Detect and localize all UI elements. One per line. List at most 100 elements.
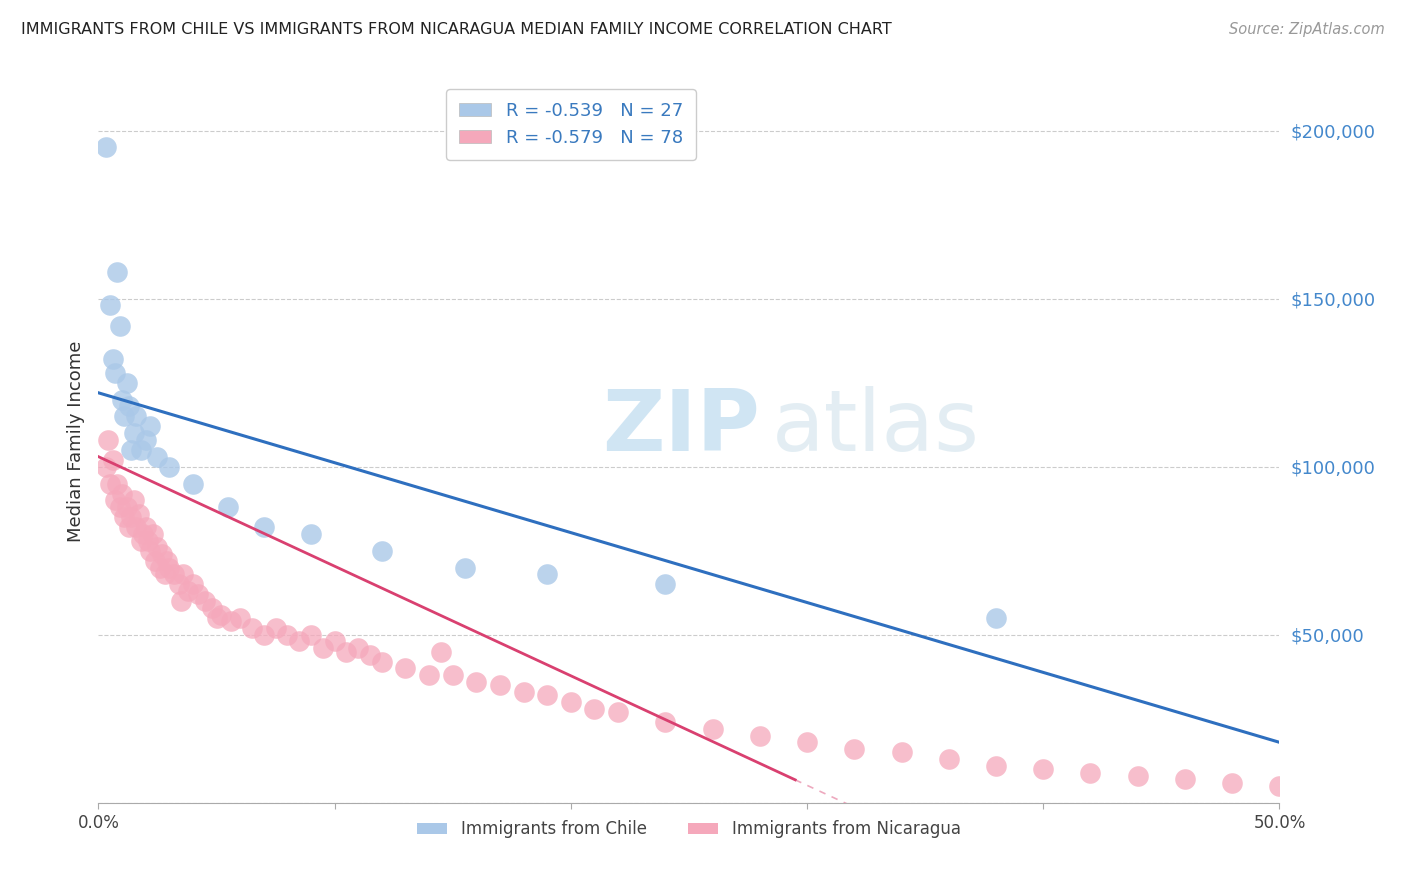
Point <box>139 419 162 434</box>
Point <box>121 442 143 457</box>
Point <box>112 510 135 524</box>
Point <box>101 453 124 467</box>
Point <box>347 641 370 656</box>
Point <box>108 318 131 333</box>
Point <box>94 459 117 474</box>
Point <box>512 685 534 699</box>
Point <box>1220 775 1243 789</box>
Point <box>157 459 180 474</box>
Point <box>335 644 357 658</box>
Point <box>299 628 322 642</box>
Point <box>111 392 134 407</box>
Point <box>121 510 143 524</box>
Point <box>139 543 162 558</box>
Point <box>583 702 606 716</box>
Point <box>1032 762 1054 776</box>
Point <box>94 140 117 154</box>
Point <box>654 715 676 730</box>
Point <box>1126 769 1149 783</box>
Point <box>453 560 475 574</box>
Text: atlas: atlas <box>772 385 980 468</box>
Point <box>890 745 912 759</box>
Point <box>112 409 135 424</box>
Point <box>536 688 558 702</box>
Point <box>264 621 287 635</box>
Point <box>394 661 416 675</box>
Point <box>170 594 193 608</box>
Point <box>205 611 228 625</box>
Point <box>229 611 252 625</box>
Text: Source: ZipAtlas.com: Source: ZipAtlas.com <box>1229 22 1385 37</box>
Point <box>359 648 381 662</box>
Point <box>418 668 440 682</box>
Point <box>97 433 120 447</box>
Point <box>748 729 770 743</box>
Point <box>253 628 276 642</box>
Point <box>129 533 152 548</box>
Point <box>146 450 169 464</box>
Point <box>128 507 150 521</box>
Point <box>135 433 157 447</box>
Point <box>219 615 242 629</box>
Point <box>108 500 131 514</box>
Point <box>371 543 394 558</box>
Point <box>371 655 394 669</box>
Point <box>1268 779 1291 793</box>
Point <box>323 634 346 648</box>
Point <box>276 628 298 642</box>
Point <box>201 600 224 615</box>
Point <box>115 500 138 514</box>
Text: ZIP: ZIP <box>602 385 759 468</box>
Point <box>560 695 582 709</box>
Point <box>187 587 209 601</box>
Point <box>122 426 145 441</box>
Point <box>101 352 124 367</box>
Point <box>465 674 488 689</box>
Point <box>844 742 866 756</box>
Point <box>153 567 176 582</box>
Point <box>98 298 121 312</box>
Point <box>607 705 630 719</box>
Point <box>118 520 141 534</box>
Point <box>142 527 165 541</box>
Point <box>1174 772 1197 787</box>
Point <box>172 567 194 582</box>
Point <box>104 493 127 508</box>
Point <box>136 533 159 548</box>
Point <box>299 527 322 541</box>
Point <box>177 584 200 599</box>
Point <box>938 752 960 766</box>
Point <box>98 476 121 491</box>
Point <box>181 476 204 491</box>
Point <box>143 554 166 568</box>
Point <box>163 567 186 582</box>
Point <box>536 567 558 582</box>
Point <box>489 678 512 692</box>
Point <box>122 493 145 508</box>
Point <box>118 399 141 413</box>
Point <box>984 611 1007 625</box>
Point <box>135 520 157 534</box>
Point <box>796 735 818 749</box>
Point <box>115 376 138 390</box>
Point <box>111 486 134 500</box>
Text: IMMIGRANTS FROM CHILE VS IMMIGRANTS FROM NICARAGUA MEDIAN FAMILY INCOME CORRELAT: IMMIGRANTS FROM CHILE VS IMMIGRANTS FROM… <box>21 22 891 37</box>
Point <box>104 366 127 380</box>
Point <box>150 547 173 561</box>
Point <box>217 500 239 514</box>
Point <box>181 577 204 591</box>
Point <box>312 641 335 656</box>
Point <box>157 560 180 574</box>
Point <box>125 520 148 534</box>
Point <box>156 554 179 568</box>
Point <box>240 621 263 635</box>
Point <box>146 541 169 555</box>
Point <box>288 634 311 648</box>
Point <box>702 722 724 736</box>
Point <box>209 607 232 622</box>
Point <box>105 476 128 491</box>
Point <box>129 442 152 457</box>
Legend: Immigrants from Chile, Immigrants from Nicaragua: Immigrants from Chile, Immigrants from N… <box>411 814 967 845</box>
Point <box>253 520 276 534</box>
Point <box>430 644 453 658</box>
